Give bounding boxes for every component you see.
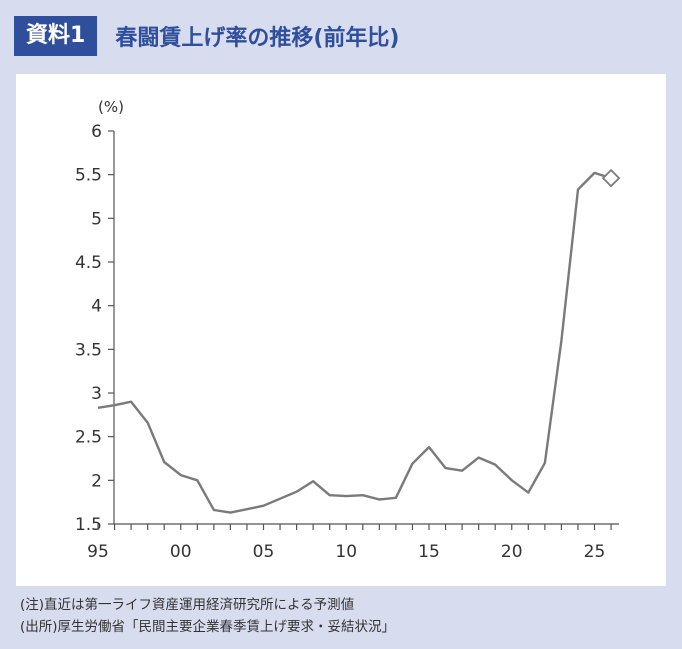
y-tick-label: 1.5 [75, 515, 102, 535]
y-tick-label: 2.5 [75, 428, 102, 448]
y-axis-unit: (%) [98, 98, 124, 116]
figure-badge: 資料1 [14, 16, 98, 56]
y-tick-label: 3.5 [75, 340, 102, 360]
x-tick-label: 25 [584, 542, 606, 562]
y-tick-label: 6 [91, 122, 102, 142]
x-tick-label: 00 [170, 542, 192, 562]
chart-title: 春闘賃上げ率の推移(前年比) [115, 26, 400, 51]
x-tick-label: 10 [335, 542, 357, 562]
x-tick-label: 05 [253, 542, 275, 562]
forecast-marker [601, 168, 621, 188]
chart-header: 資料1 春闘賃上げ率の推移(前年比) [14, 16, 399, 56]
note-forecast: (注)直近は第一ライフ資産運用経済研究所による予測値 [20, 597, 355, 613]
line-chart: 1.5 2 2.5 3 3.5 4 4.5 5 5.5 6 (%) 95 00 05 10 15 20 25 [75, 98, 621, 562]
x-tick-label: 20 [501, 542, 523, 562]
y-tick-label: 4.5 [75, 253, 102, 273]
y-tick-label: 5.5 [75, 166, 102, 186]
note-source: (出所)厚生労働省「民間主要企業春季賃上げ要求・妥結状況」 [20, 619, 396, 635]
y-tick-label: 4 [91, 297, 102, 317]
y-tick-label: 3 [91, 384, 102, 404]
x-tick-label: 95 [87, 542, 109, 562]
y-tick-label: 2 [91, 471, 102, 491]
chart-notes: (注)直近は第一ライフ資産運用経済研究所による予測値 (出所)厚生労働省「民間主… [20, 594, 395, 638]
chart-panel: 1.5 2 2.5 3 3.5 4 4.5 5 5.5 6 (%) 95 00 05 10 15 20 25 [16, 74, 666, 586]
series-line [97, 171, 612, 514]
y-tick-label: 5 [91, 209, 102, 229]
x-tick-label: 15 [418, 542, 440, 562]
